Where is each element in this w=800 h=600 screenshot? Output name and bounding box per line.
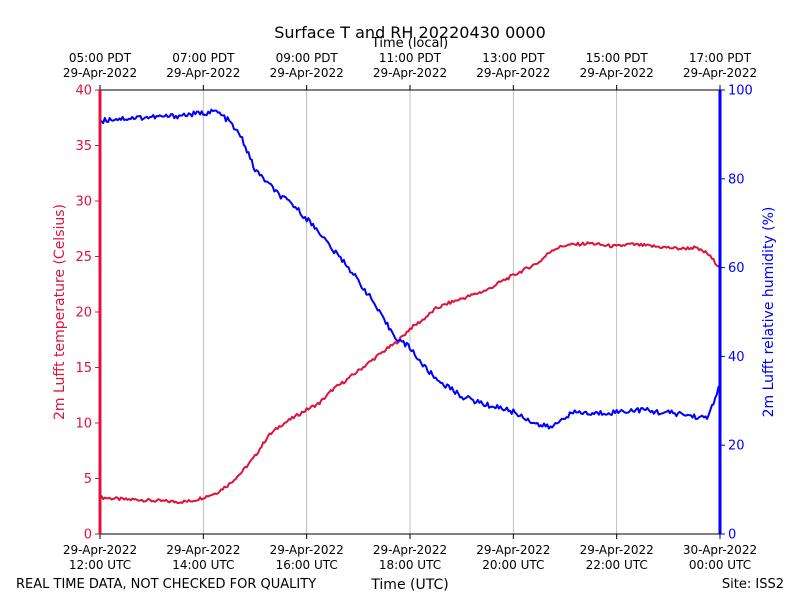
left-tick-label: 35 (75, 139, 92, 154)
bottom-tick-time: 12:00 UTC (69, 558, 131, 572)
bottom-tick-time: 00:00 UTC (689, 558, 751, 572)
left-tick-label: 10 (75, 417, 92, 432)
top-tick-time: 13:00 PDT (482, 51, 545, 65)
grid-lines (202, 90, 618, 534)
axes (95, 85, 725, 539)
bottom-tick-time: 14:00 UTC (172, 558, 234, 572)
left-axis-label: 2m Lufft temperature (Celsius) (52, 204, 68, 420)
left-tick-label: 0 (84, 528, 92, 543)
temperature-line (99, 241, 721, 504)
bottom-tick-date: 29-Apr-2022 (63, 543, 137, 557)
right-tick-label: 60 (728, 261, 745, 276)
top-tick-date: 29-Apr-2022 (683, 66, 757, 80)
top-tick-time: 17:00 PDT (689, 51, 752, 65)
right-tick-label: 80 (728, 172, 745, 187)
right-tick-label: 100 (728, 84, 753, 99)
left-tick-label: 20 (75, 306, 92, 321)
bottom-axis-label: Time (UTC) (370, 577, 448, 593)
left-tick-label: 30 (75, 195, 92, 210)
right-tick-label: 40 (728, 350, 745, 365)
humidity-line (100, 108, 721, 430)
top-tick-date: 29-Apr-2022 (580, 66, 654, 80)
chart-title: Surface T and RH 20220430 0000 (274, 23, 546, 42)
bottom-tick-date: 29-Apr-2022 (476, 543, 550, 557)
top-tick-time: 15:00 PDT (586, 51, 649, 65)
bottom-tick-time: 16:00 UTC (276, 558, 338, 572)
left-tick-label: 15 (75, 361, 92, 376)
top-tick-time: 05:00 PDT (69, 51, 132, 65)
top-axis-label: Time (local) (371, 36, 448, 51)
top-tick-time: 07:00 PDT (172, 51, 235, 65)
left-tick-label: 5 (84, 472, 92, 487)
right-tick-label: 0 (728, 528, 736, 543)
series-layer (99, 108, 721, 504)
bottom-tick-time: 20:00 UTC (482, 558, 544, 572)
bottom-tick-date: 29-Apr-2022 (580, 543, 654, 557)
top-tick-date: 29-Apr-2022 (270, 66, 344, 80)
top-tick-date: 29-Apr-2022 (373, 66, 447, 80)
bottom-tick-time: 18:00 UTC (379, 558, 441, 572)
right-axis-label: 2m Lufft relative humidity (%) (761, 207, 777, 418)
bottom-tick-date: 29-Apr-2022 (373, 543, 447, 557)
bottom-tick-date: 29-Apr-2022 (270, 543, 344, 557)
top-tick-time: 11:00 PDT (379, 51, 442, 65)
quality-disclaimer: REAL TIME DATA, NOT CHECKED FOR QUALITY (16, 577, 316, 592)
bottom-tick-time: 22:00 UTC (586, 558, 648, 572)
top-tick-date: 29-Apr-2022 (476, 66, 550, 80)
site-label: Site: ISS2 (722, 577, 784, 592)
tick-labels: 051015202530354002040608010029-Apr-20221… (63, 51, 757, 572)
top-tick-date: 29-Apr-2022 (166, 66, 240, 80)
right-tick-label: 20 (728, 439, 745, 454)
left-tick-label: 25 (75, 250, 92, 265)
left-tick-label: 40 (75, 84, 92, 99)
bottom-tick-date: 29-Apr-2022 (166, 543, 240, 557)
bottom-tick-date: 30-Apr-2022 (683, 543, 757, 557)
top-tick-date: 29-Apr-2022 (63, 66, 137, 80)
top-tick-time: 09:00 PDT (276, 51, 339, 65)
